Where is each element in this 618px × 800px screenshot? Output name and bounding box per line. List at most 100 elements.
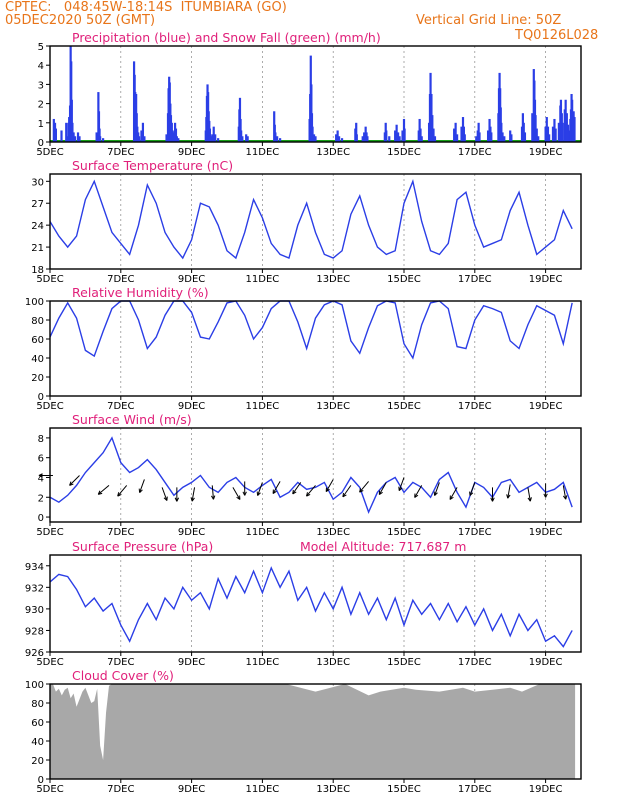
wind-vector [325, 479, 334, 492]
wind-arrowhead [359, 490, 364, 493]
wind-arrowhead [139, 489, 143, 493]
y-tick-label: 4 [38, 61, 44, 72]
wind-arrowhead [213, 495, 216, 500]
precip-bar [564, 99, 567, 142]
wind-vector [161, 487, 168, 501]
precip-bar [175, 136, 178, 142]
wind-vector [69, 475, 80, 486]
x-tick-label: 9DEC [178, 784, 205, 795]
panel-title: Surface Wind (m/s) [72, 412, 192, 427]
y-tick-label: 1 [38, 119, 44, 130]
wind-arrowhead [69, 483, 74, 486]
x-tick-label: 19DEC [529, 784, 563, 795]
x-tick-label: 11DEC [246, 527, 280, 538]
series-line [49, 178, 573, 260]
precip-bar [510, 134, 513, 142]
x-tick-label: 11DEC [246, 147, 280, 158]
precip-bar [490, 132, 493, 142]
wind-arrowhead [98, 492, 103, 495]
precip-bar [209, 136, 212, 142]
wind-arrowhead [490, 497, 493, 502]
wind-arrowhead [190, 497, 193, 502]
panel-title: Relative Humidity (%) [72, 285, 209, 300]
wind-arrowhead [342, 492, 345, 497]
x-tick-label: 19DEC [529, 274, 563, 285]
precip-bar [557, 122, 560, 142]
wind-arrowhead [342, 494, 347, 498]
header-grid-line-note: Vertical Grid Line: 50Z [416, 13, 562, 28]
x-tick-label: 17DEC [458, 784, 492, 795]
y-tick-label: 932 [25, 583, 44, 594]
y-tick-label: 2 [38, 100, 44, 111]
precip-bar [568, 130, 571, 142]
panel-3 [46, 300, 582, 400]
x-tick-label: 13DEC [316, 147, 350, 158]
wind-arrowhead [191, 497, 195, 502]
precip-bar [65, 122, 68, 142]
y-tick-label: 930 [25, 605, 44, 616]
precip-bar [338, 136, 341, 142]
wind-vector [232, 487, 241, 500]
x-tick-label: 7DEC [107, 527, 134, 538]
panel-1 [46, 45, 582, 146]
precip-bar [274, 132, 277, 142]
wind-arrowhead [398, 487, 403, 491]
y-tick-label: 60 [31, 718, 44, 729]
x-tick-label: 15DEC [387, 527, 421, 538]
wind-arrowhead [565, 495, 568, 500]
precip-bar [431, 115, 434, 142]
precip-bar [523, 132, 527, 142]
precip-bar [336, 130, 339, 142]
precip-bar [208, 128, 211, 142]
precip-bar [361, 136, 364, 142]
precip-bar [212, 126, 215, 142]
header-station-line: CPTEC: 048:45W-18:14S ITUMBIARA (GO) [5, 0, 287, 15]
wind-vector [306, 485, 316, 497]
precip-bar [95, 132, 98, 142]
wind-vector [378, 482, 387, 495]
precip-bar [453, 128, 456, 142]
wind-vector [272, 481, 281, 494]
wind-vector [117, 485, 128, 497]
x-tick-label: 15DEC [387, 401, 421, 412]
panel-title: Cloud Cover (%) [72, 668, 174, 683]
precip-bar [432, 128, 435, 142]
wind-vector [211, 485, 214, 500]
x-tick-label: 7DEC [107, 657, 134, 668]
precip-bar [545, 117, 548, 142]
panel-frame [49, 427, 582, 523]
y-tick-label: 934 [25, 562, 44, 573]
x-tick-label: 13DEC [316, 527, 350, 538]
x-tick-label: 13DEC [316, 274, 350, 285]
panel-4 [38, 427, 582, 526]
precip-bar [172, 132, 175, 142]
wind-arrowhead [242, 491, 246, 496]
wind-vector [414, 485, 423, 498]
x-tick-label: 5DEC [36, 784, 63, 795]
wind-vector [342, 485, 352, 498]
wind-vector [469, 482, 476, 496]
y-tick-label: 3 [38, 80, 44, 91]
precip-bar [433, 136, 437, 142]
wind-vector [139, 479, 145, 493]
x-tick-label: 15DEC [387, 274, 421, 285]
wind-arrowhead [492, 497, 495, 502]
wind-arrowhead [359, 488, 362, 493]
wind-arrowhead [292, 491, 297, 495]
wind-arrowhead [97, 490, 101, 495]
x-tick-label: 9DEC [178, 274, 205, 285]
wind-arrowhead [174, 497, 178, 502]
precip-bar [335, 134, 338, 142]
wind-arrowhead [325, 488, 330, 492]
y-tick-label: 30 [31, 177, 44, 188]
wind-vector [257, 482, 263, 496]
precip-bar [500, 122, 503, 142]
panel-title: Precipitation (blue) and Snow Fall (gree… [72, 30, 381, 45]
panel-frame [49, 173, 582, 270]
x-tick-label: 17DEC [458, 401, 492, 412]
precip-bar [240, 130, 243, 142]
precip-bar [137, 136, 141, 142]
x-tick-label: 5DEC [36, 401, 63, 412]
precip-bar [78, 136, 81, 142]
precip-bar [486, 130, 490, 142]
